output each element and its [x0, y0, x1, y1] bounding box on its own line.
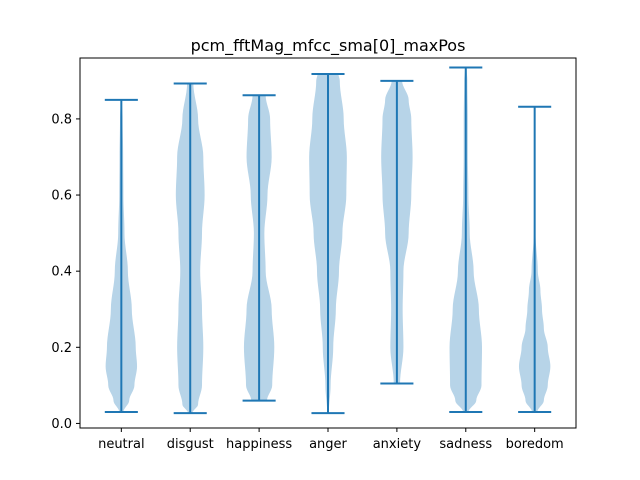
x-tick-label: disgust [167, 437, 214, 452]
y-tick-label: 0.2 [51, 341, 72, 356]
x-tick-label: boredom [506, 437, 564, 452]
x-tick-label: happiness [226, 437, 292, 452]
x-tick-label: anger [309, 437, 347, 452]
y-tick-label: 0.8 [51, 112, 72, 127]
x-tick-label: sadness [439, 437, 492, 452]
y-tick-label: 0.0 [51, 417, 72, 432]
y-tick-label: 0.6 [51, 189, 72, 204]
y-tick-label: 0.4 [51, 265, 72, 280]
y-axis: 0.0 0.2 0.4 0.6 0.8 [51, 112, 80, 432]
chart-title: pcm_fftMag_mfcc_sma[0]_maxPos [191, 36, 466, 56]
violins-group [104, 66, 552, 415]
plot-frame [79, 57, 577, 429]
x-tick-label: neutral [98, 437, 145, 452]
x-axis: neutral disgust happiness anger anxiety sadne… [98, 428, 564, 452]
x-tick-label: anxiety [373, 437, 422, 452]
